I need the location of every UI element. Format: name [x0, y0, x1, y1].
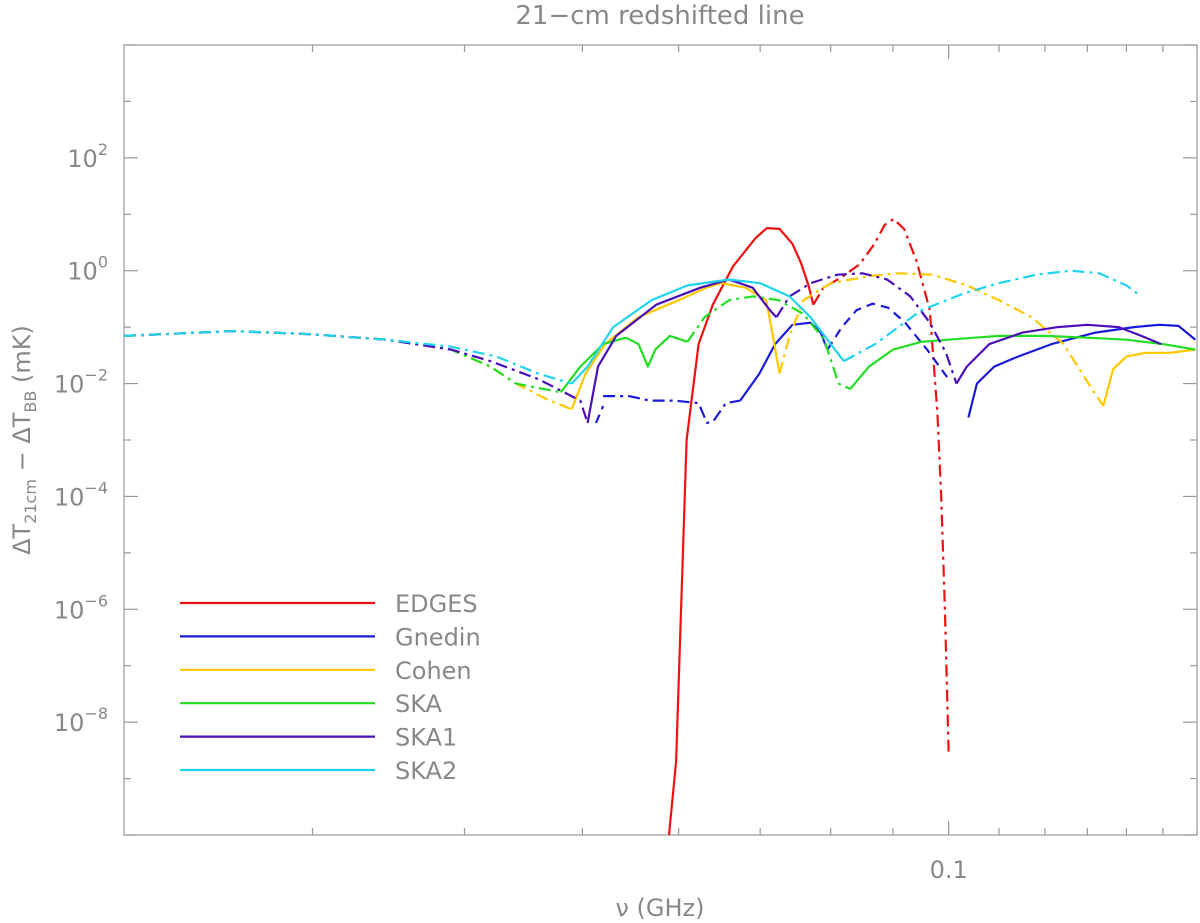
series-line-edges: [667, 227, 815, 836]
y-tick-label: 10−2: [54, 366, 108, 399]
series-line-cohen: [1102, 348, 1196, 407]
legend-label: Cohen: [395, 657, 472, 685]
series-line-cohen: [570, 282, 781, 410]
series-line-ska2: [570, 278, 845, 385]
y-tick-labels: 102 100 10−2 10−4 10−6 10−8: [54, 140, 108, 737]
x-axis-label: ν (GHz): [615, 894, 704, 922]
legend-label: Gnedin: [395, 623, 481, 651]
legend-label: SKA1: [395, 724, 457, 752]
series-line-ska2: [123, 330, 573, 385]
y-tick-label: 10−8: [54, 704, 108, 737]
series-ska: [123, 295, 1196, 394]
legend-label: SKA2: [395, 757, 457, 785]
series-line-ska1: [775, 272, 958, 384]
chart-title: 21−cm redshifted line: [515, 1, 804, 31]
y-tick-label: 10−6: [54, 591, 108, 624]
series-line-ska: [123, 330, 562, 394]
y-tick-label: 100: [67, 253, 108, 286]
x-tick-labels: 0.1: [930, 856, 968, 884]
series-line-ska1: [586, 278, 778, 424]
y-axis-label: ΔT21cm − ΔTBB (mK): [8, 325, 40, 555]
y-tick-label: 10−4: [54, 478, 108, 511]
series-ska1: [123, 272, 1162, 424]
axis-ticks: [124, 44, 1198, 836]
series-ska2: [123, 269, 1142, 385]
legend-label: EDGES: [395, 590, 478, 618]
series-line-ska: [559, 334, 688, 393]
series-line-gnedin: [594, 405, 605, 424]
series-cohen: [123, 272, 1196, 411]
series-line-gnedin: [603, 395, 741, 425]
series-gnedin: [594, 302, 1196, 425]
series-line-cohen: [778, 272, 1105, 407]
legend-label: SKA: [395, 690, 443, 718]
x-tick-label: 0.1: [930, 856, 968, 884]
series-line-gnedin: [967, 323, 1196, 418]
series-line-gnedin: [826, 302, 948, 378]
series-line-ska: [849, 334, 1196, 390]
series-line-cohen: [123, 330, 573, 411]
series-line-ska: [686, 295, 851, 390]
series-lines: [123, 218, 1196, 836]
y-tick-label: 102: [67, 140, 108, 173]
series-line-gnedin: [739, 321, 829, 402]
plot-frame: [123, 44, 1198, 836]
series-line-ska2: [843, 269, 1142, 363]
series-edges: [667, 218, 950, 836]
series-line-ska1: [955, 323, 1162, 385]
series-line-edges: [812, 218, 950, 752]
series-line-ska1: [123, 330, 589, 424]
legend: EDGES Gnedin Cohen SKA SKA1 SKA2: [180, 590, 481, 785]
